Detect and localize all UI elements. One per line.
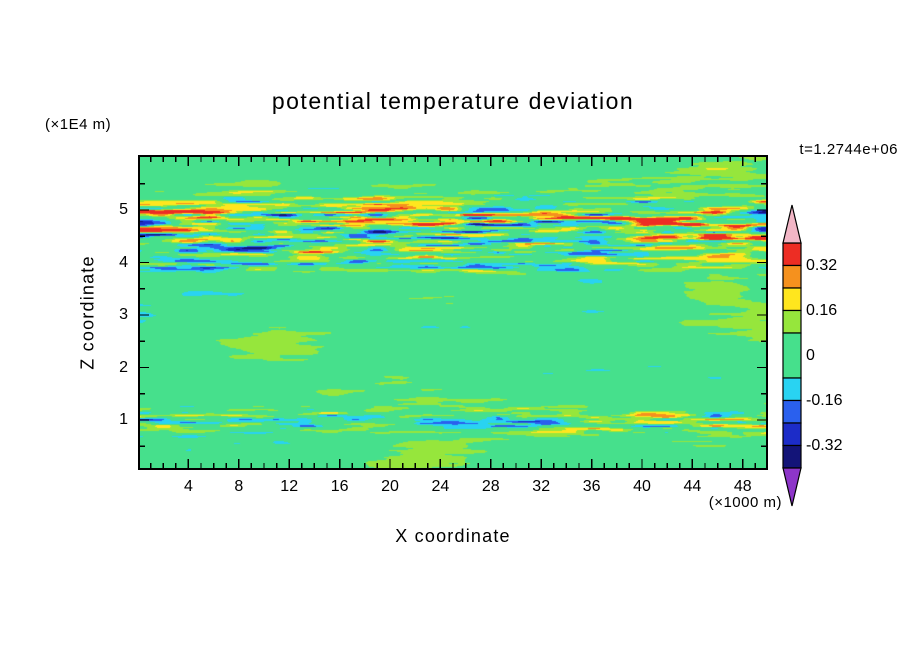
z-tick-label: 4: [119, 253, 128, 271]
x-tick-label: 16: [330, 478, 349, 495]
z-tick-label: 2: [119, 358, 128, 376]
plot-area: [138, 155, 768, 470]
axes-frame: [138, 155, 768, 470]
colorbar-tick-label: 0: [806, 346, 815, 364]
colorbar: [782, 204, 802, 507]
x-tick-label: 48: [733, 478, 752, 495]
x-tick-label: 12: [280, 478, 299, 495]
x-axis-label: X coordinate: [395, 526, 511, 546]
chart-title: potential temperature deviation: [271, 88, 635, 114]
colorbar-tick-label: -0.32: [806, 436, 843, 454]
colorbar-tick-label: 0.16: [806, 301, 838, 319]
x-tick-label: 36: [582, 478, 601, 495]
x-tick-label: 4: [183, 478, 193, 495]
colorbar-tick-label: -0.16: [806, 391, 843, 409]
x-tick-label: 32: [532, 478, 551, 495]
x-tick-label: 40: [633, 478, 651, 495]
x-axis-unit-label: (×1000 m): [708, 494, 782, 511]
z-tick-label: 5: [119, 201, 128, 218]
z-tick-label: 3: [119, 306, 128, 323]
y-axis-unit-label: (×1E4 m): [45, 116, 112, 133]
contour-field: [138, 155, 768, 470]
x-tick-label: 44: [683, 478, 702, 495]
x-tick-label: 28: [481, 478, 500, 495]
z-tick-label: 1: [119, 411, 128, 428]
time-annotation: t=1.2744e+06: [799, 141, 898, 158]
colorbar-tick-label: 0.32: [806, 256, 838, 274]
z-axis-label: Z coordinate: [77, 255, 98, 370]
x-tick-label: 8: [234, 478, 244, 495]
x-tick-label: 20: [381, 478, 399, 495]
x-tick-label: 24: [431, 478, 450, 495]
